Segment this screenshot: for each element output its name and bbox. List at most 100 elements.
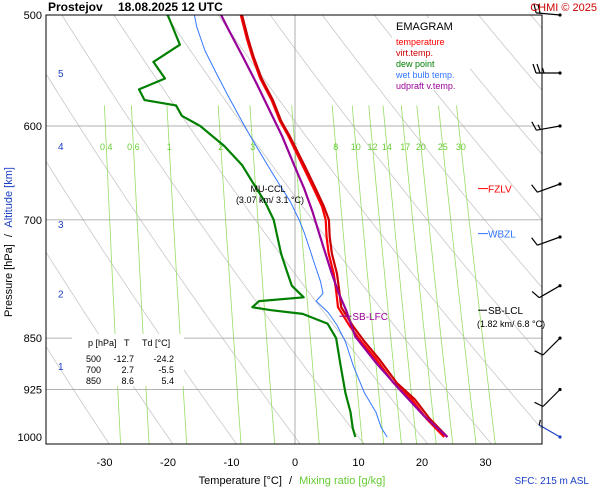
dry-adiabat-line bbox=[269, 15, 542, 358]
wind-barb-flag bbox=[533, 3, 537, 14]
wind-barb-flag bbox=[537, 3, 541, 14]
mixing-ratio-line bbox=[438, 105, 477, 444]
mixing-ratio-label: 30 bbox=[456, 142, 466, 152]
level-sb-lcl-note: (1.82 km/ 6.8 °C) bbox=[477, 319, 545, 329]
mixing-ratio-line bbox=[400, 105, 437, 444]
wind-barb-staff bbox=[538, 424, 561, 438]
x-axis-title-mixing: Mixing ratio [g/kg] bbox=[299, 475, 385, 487]
surface-elevation: SFC: 215 m ASL bbox=[515, 476, 590, 487]
table-cell: -24.2 bbox=[153, 354, 174, 364]
table-cell: -5.5 bbox=[158, 365, 174, 375]
level-wbzl-label: WBZL bbox=[488, 230, 516, 241]
wind-barb-flag bbox=[536, 63, 541, 74]
dry-adiabat-line bbox=[217, 15, 542, 430]
table-header-td: Td [°C] bbox=[142, 338, 170, 348]
wind-barb-staff bbox=[538, 285, 561, 299]
mixing-ratio-label: 1 bbox=[167, 142, 172, 152]
series-udpraft-v-temp bbox=[220, 15, 449, 438]
wind-barb bbox=[538, 419, 562, 439]
y-axis-title: Pressure [hPa] / Altitude [km] bbox=[3, 167, 15, 317]
legend-title: EMAGRAM bbox=[396, 21, 453, 33]
temperature-tick-label: 20 bbox=[416, 457, 428, 469]
mixing-ratio-line bbox=[291, 105, 320, 444]
table-cell: 500 bbox=[86, 354, 101, 364]
temperature-tick-label: -10 bbox=[224, 457, 240, 469]
plot-frame bbox=[45, 14, 543, 445]
wind-barb-staff bbox=[542, 337, 561, 356]
table-cell: 8.6 bbox=[121, 376, 134, 386]
mixing-ratio-line bbox=[331, 105, 363, 444]
table-header-p: p [hPa] bbox=[88, 338, 117, 348]
wind-barb-flag bbox=[531, 121, 537, 131]
dry-adiabat-line bbox=[373, 15, 542, 221]
table-header-t: T bbox=[124, 338, 130, 348]
station-name: Prostejov bbox=[48, 0, 103, 14]
dry-adiabat-line bbox=[578, 9, 600, 449]
altitude-tick-label: 1 bbox=[58, 362, 64, 373]
mixing-ratio-line bbox=[368, 105, 402, 444]
level-sb-lfc-label: SB-LFC bbox=[352, 312, 388, 323]
pressure-tick-label: 1000 bbox=[18, 432, 42, 444]
wind-barb bbox=[531, 121, 562, 131]
svg-text:Pressure [hPa] / A: Pressure [hPa] / Altitude [km] bbox=[3, 167, 15, 317]
series-wet-bulb-temp bbox=[193, 15, 388, 438]
temperature-tick-label: 30 bbox=[479, 457, 491, 469]
y-axis-title-altitude: Altitude [km] bbox=[3, 167, 15, 228]
wind-barb-flag bbox=[531, 237, 538, 246]
mixing-ratio-label: 0.4 bbox=[100, 142, 113, 152]
mixing-ratio-line bbox=[131, 105, 150, 444]
legend-box bbox=[392, 18, 470, 90]
pressure-tick-label: 700 bbox=[24, 215, 42, 227]
level-fzlv-label: FZLV bbox=[488, 185, 512, 196]
mixing-ratio-label: 10 bbox=[351, 142, 361, 152]
temperature-tick-label: -20 bbox=[160, 457, 176, 469]
mixing-ratio-label: 0.6 bbox=[127, 142, 140, 152]
x-axis-title-sep: / bbox=[289, 475, 293, 487]
grid-layer: 0.40.61235810121417202530 bbox=[46, 9, 600, 449]
mixing-ratio-label: 12 bbox=[367, 142, 377, 152]
table-background bbox=[72, 334, 184, 386]
wind-barb-flag bbox=[537, 124, 541, 130]
wind-barb-staff bbox=[537, 236, 561, 246]
wind-barb-staff bbox=[537, 183, 561, 193]
grid-lines bbox=[46, 9, 600, 449]
wind-barb bbox=[532, 63, 562, 75]
wind-barb-flag bbox=[532, 63, 537, 74]
wind-barb bbox=[531, 182, 562, 193]
mixing-ratio-line bbox=[456, 105, 496, 444]
dry-adiabat-line bbox=[61, 15, 365, 444]
x-axis-title: Temperature [°C] / Mixing ratio [g/kg] bbox=[199, 475, 386, 487]
mixing-ratio-label: 25 bbox=[438, 142, 448, 152]
dry-adiabat-line bbox=[46, 345, 110, 444]
legend: EMAGRAM temperature virt.temp. dew point… bbox=[392, 18, 470, 91]
legend-item-wet-bulb: wet bulb temp. bbox=[395, 70, 455, 80]
data-table: p [hPa] T Td [°C] 500 -12.7 -24.2 700 2.… bbox=[72, 334, 184, 386]
mixing-ratio-line bbox=[217, 105, 242, 444]
temperature-tick-label: 0 bbox=[292, 457, 298, 469]
wind-barb-staff bbox=[542, 389, 561, 407]
legend-item-dew-point: dew point bbox=[396, 59, 435, 69]
pressure-tick-label: 500 bbox=[24, 10, 42, 22]
altitude-tick-label: 4 bbox=[58, 142, 64, 153]
wind-barbs-layer bbox=[531, 3, 562, 439]
mixing-ratio-line bbox=[351, 105, 385, 444]
pressure-tick-label: 925 bbox=[24, 385, 42, 397]
wind-barb-staff bbox=[536, 125, 561, 131]
wind-barb bbox=[531, 284, 562, 299]
temperature-tick-label: 10 bbox=[352, 457, 364, 469]
mixing-ratio-line bbox=[416, 105, 454, 444]
altitude-tick-label: 2 bbox=[58, 290, 64, 301]
dry-adiabat-line bbox=[321, 15, 542, 289]
dry-adiabat-line bbox=[165, 15, 492, 444]
series-dew-point bbox=[137, 15, 357, 438]
mixing-ratio-label: 8 bbox=[333, 142, 338, 152]
legend-item-updraft: udpraft v.temp. bbox=[396, 81, 455, 91]
wind-barb-flag bbox=[538, 419, 541, 426]
pressure-tick-label: 600 bbox=[24, 121, 42, 133]
series-virt-temp bbox=[240, 15, 449, 438]
table-cell: 700 bbox=[86, 365, 101, 375]
dry-adiabat-line bbox=[46, 251, 174, 444]
x-axis-title-temperature: Temperature [°C] bbox=[199, 475, 282, 487]
mixing-ratio-line bbox=[166, 105, 188, 444]
dry-adiabat-line bbox=[46, 160, 238, 444]
